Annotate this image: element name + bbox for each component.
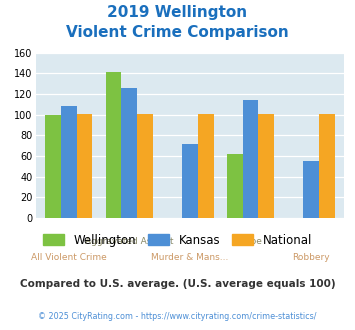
Text: Compared to U.S. average. (U.S. average equals 100): Compared to U.S. average. (U.S. average … xyxy=(20,279,335,289)
Bar xyxy=(227,154,242,218)
Bar xyxy=(106,72,121,218)
Bar xyxy=(258,114,274,218)
Bar xyxy=(137,114,153,218)
Bar xyxy=(121,88,137,218)
Text: Rape: Rape xyxy=(239,237,262,246)
Bar xyxy=(242,100,258,218)
Bar xyxy=(77,114,92,218)
Text: 2019 Wellington: 2019 Wellington xyxy=(108,5,247,20)
Bar xyxy=(182,144,198,218)
Text: Violent Crime Comparison: Violent Crime Comparison xyxy=(66,25,289,40)
Legend: Wellington, Kansas, National: Wellington, Kansas, National xyxy=(38,229,317,251)
Bar xyxy=(61,106,77,218)
Bar xyxy=(45,115,61,218)
Text: © 2025 CityRating.com - https://www.cityrating.com/crime-statistics/: © 2025 CityRating.com - https://www.city… xyxy=(38,312,317,321)
Bar xyxy=(319,114,335,218)
Text: All Violent Crime: All Violent Crime xyxy=(31,252,107,261)
Bar xyxy=(198,114,214,218)
Text: Robbery: Robbery xyxy=(292,252,330,261)
Bar xyxy=(303,161,319,218)
Text: Murder & Mans...: Murder & Mans... xyxy=(151,252,229,261)
Text: Aggravated Assault: Aggravated Assault xyxy=(85,237,174,246)
